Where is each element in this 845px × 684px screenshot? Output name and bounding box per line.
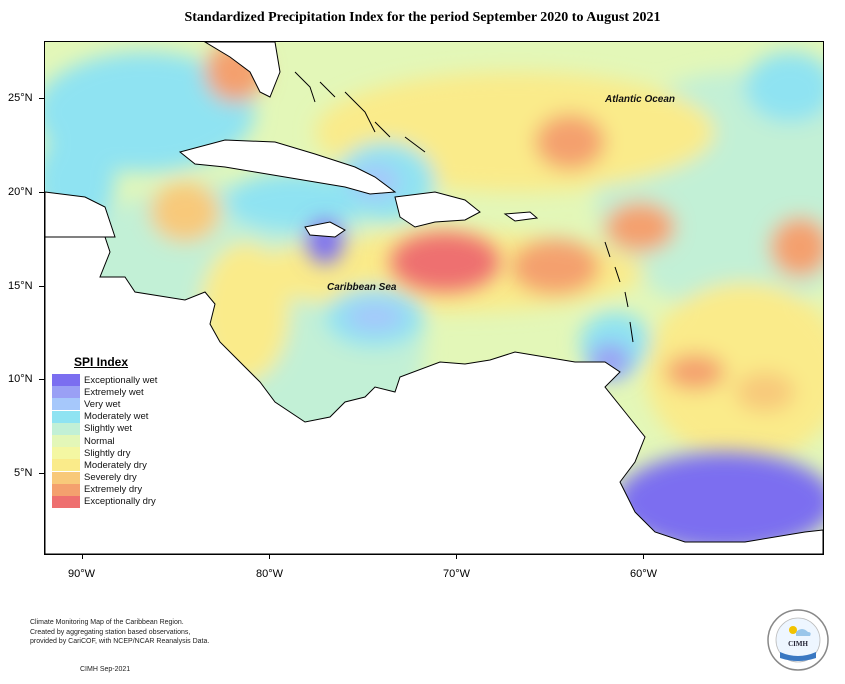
lon-tick: [643, 554, 644, 559]
lat-label-25n: 25°N: [8, 92, 33, 104]
lat-label-10n: 10°N: [8, 373, 33, 385]
legend-label: Extremely dry: [84, 484, 143, 496]
legend-item: Exceptionally dry: [52, 495, 164, 508]
legend-items: Exceptionally wet Extremely wet Very wet Mo…: [52, 374, 164, 508]
lat-tick: [39, 286, 44, 287]
legend-swatch: [52, 435, 80, 448]
legend-label: Moderately wet: [84, 411, 149, 423]
legend-label: Exceptionally dry: [84, 496, 156, 508]
legend-swatch: [52, 447, 80, 460]
legend-label: Slightly wet: [84, 423, 133, 435]
legend-item: Normal: [52, 435, 164, 448]
spi-map: Atlantic Ocean Caribbean Sea: [44, 41, 824, 555]
cloud-icon: [796, 629, 811, 636]
atlantic-ocean-label: Atlantic Ocean: [605, 94, 676, 105]
lat-label-20n: 20°N: [8, 186, 33, 198]
moderately-wet-west-cuba: [225, 172, 365, 232]
legend-swatch: [52, 459, 80, 472]
legend-swatch: [52, 483, 80, 496]
legend-swatch: [52, 386, 80, 399]
cuba-island: [178, 139, 397, 195]
legend-item: Exceptionally wet: [52, 374, 164, 387]
severely-dry-cayman: [150, 182, 220, 242]
yucatan-peninsula: [45, 191, 116, 238]
lon-label-60w: 60°W: [630, 568, 658, 580]
logo-text: CIMH: [788, 640, 808, 648]
lat-label-15n: 15°N: [8, 280, 33, 292]
legend-swatch: [52, 410, 80, 423]
exceptionally-wet-guianas: [615, 452, 823, 552]
lat-tick: [39, 473, 44, 474]
extremely-dry-east: [605, 202, 675, 252]
map-title: Standardized Precipitation Index for the…: [184, 10, 661, 25]
legend-swatch: [52, 374, 80, 387]
legend-swatch: [52, 398, 80, 411]
lon-label-70w: 70°W: [443, 568, 471, 580]
lon-tick: [82, 554, 83, 559]
moderately-wet-northeast: [745, 52, 823, 122]
very-wet-sea: [345, 302, 405, 332]
sun-icon: [789, 626, 797, 634]
moderately-dry-east: [645, 282, 823, 462]
extremely-dry-atlantic: [535, 114, 605, 170]
legend-swatch: [52, 422, 80, 435]
lat-label-5n: 5°N: [14, 467, 33, 479]
extremely-dry-far-east: [770, 217, 823, 277]
hispaniola-island: [394, 191, 481, 228]
exceptionally-dry-core: [390, 232, 500, 292]
lat-tick: [39, 98, 44, 99]
legend-label: Severely dry: [84, 472, 137, 484]
legend-swatch: [52, 471, 80, 484]
florida-peninsula: [204, 42, 281, 98]
legend-item: Severely dry: [52, 471, 164, 484]
legend-title: SPI Index: [74, 355, 129, 369]
lat-tick: [39, 379, 44, 380]
puerto-rico-island: [503, 211, 539, 222]
legend-label: Very wet: [84, 398, 121, 410]
footer-notes: Climate Monitoring Map of the Caribbean …: [30, 618, 209, 647]
lesser-antilles-islands: [604, 241, 634, 343]
spi-map-canvas: [45, 42, 823, 554]
legend-item: Slightly wet: [52, 422, 164, 435]
caribbean-sea-label: Caribbean Sea: [327, 282, 397, 293]
extremely-dry-barbados: [665, 354, 725, 390]
footer-line: Climate Monitoring Map of the Caribbean …: [30, 619, 184, 626]
jamaica-island: [304, 221, 346, 238]
legend-swatch: [52, 495, 80, 508]
lon-tick: [456, 554, 457, 559]
legend-item: Moderately wet: [52, 410, 164, 423]
lon-label-90w: 90°W: [68, 568, 96, 580]
legend-item: Extremely dry: [52, 483, 164, 496]
wave-icon: [780, 652, 816, 661]
legend-label: Slightly dry: [84, 447, 131, 459]
legend-item: Moderately dry: [52, 459, 164, 472]
legend-item: Extremely wet: [52, 386, 164, 399]
footer-line: provided by CariCOF, with NCEP/NCAR Rean…: [30, 638, 210, 645]
extremely-dry-puerto-rico: [510, 239, 600, 295]
lon-label-80w: 80°W: [256, 568, 284, 580]
south-america-landmass: [45, 236, 823, 554]
legend-label: Exceptionally wet: [84, 374, 158, 386]
spi-legend: SPI Index Exceptionally wet Extremely wet…: [52, 355, 164, 508]
cimh-logo: CIMH: [767, 609, 829, 671]
legend-label: Moderately dry: [84, 459, 147, 471]
severely-dry-atlantic-south: [735, 372, 795, 412]
legend-label: Normal: [84, 435, 115, 447]
legend-item: Very wet: [52, 398, 164, 411]
footer-credit: CIMH Sep-2021: [80, 666, 131, 673]
lat-tick: [39, 192, 44, 193]
bahamas-islands: [294, 71, 426, 153]
legend-label: Extremely wet: [84, 386, 144, 398]
legend-item: Slightly dry: [52, 447, 164, 460]
footer-line: Created by aggregating station based obs…: [30, 628, 191, 636]
lon-tick: [269, 554, 270, 559]
